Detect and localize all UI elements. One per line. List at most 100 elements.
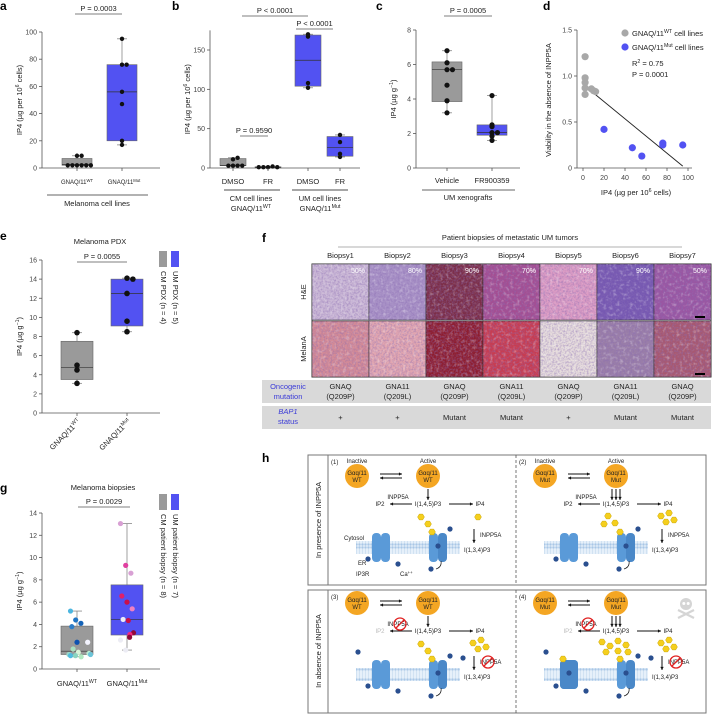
inpp5a-arrow-head xyxy=(578,629,582,633)
y-tick-label: 6 xyxy=(33,600,37,607)
gq-label: Gαq/11 xyxy=(606,471,626,477)
ip-molecule xyxy=(616,528,624,536)
y-axis-label: IP4 (µg g−1) xyxy=(15,571,24,611)
y-tick-label: 2 xyxy=(33,391,37,398)
ip3-label: I(1,4,5)P3 xyxy=(603,629,630,635)
calcium-ion xyxy=(365,683,371,689)
y-axis-label: IP4 (µg per 106 cells) xyxy=(15,64,24,135)
melana-image-texture xyxy=(654,321,711,377)
x-axis-label-sup: 6 xyxy=(649,188,652,194)
x-label-text: GNAQ/11 xyxy=(97,423,126,452)
ip-molecule xyxy=(665,636,673,644)
box-group xyxy=(61,153,94,168)
ip3r-channel xyxy=(372,533,381,562)
ip4-label: IP4 xyxy=(475,629,485,635)
y-axis-label-sup: −1 xyxy=(15,319,21,325)
table-row-mutation xyxy=(262,380,711,403)
he-image-texture xyxy=(597,264,654,320)
bap1-status: Mutant xyxy=(671,413,695,422)
biopsy-label: Biopsy1 xyxy=(327,251,354,260)
group-label: UM xenografts xyxy=(444,193,493,202)
ip3r-channel xyxy=(569,533,578,562)
panel-f-histology: Patient biopsies of metastatic UM tumors… xyxy=(262,233,712,429)
y-tick-label: 8 xyxy=(33,334,37,341)
legend-label-tail: cell lines xyxy=(673,43,704,52)
data-point xyxy=(79,163,84,168)
enzyme-label: INPP5A xyxy=(387,622,408,628)
p-value: P = 0.0003 xyxy=(80,4,116,13)
enzyme-label: INPP5A xyxy=(575,622,596,628)
bap1-status: Mutant xyxy=(443,413,467,422)
group-label: CM cell lines xyxy=(230,194,273,203)
y-tick-label: 2 xyxy=(33,644,37,651)
skull-icon xyxy=(677,598,695,619)
gq-state: Mut xyxy=(540,605,550,611)
ip3r-channel xyxy=(438,533,447,562)
gq-protein xyxy=(416,464,440,488)
panel-letter-f: f xyxy=(262,231,267,245)
ip3r-channel xyxy=(560,533,569,562)
release-arrow xyxy=(435,560,442,570)
kinase-arrow-head xyxy=(657,502,661,506)
y-axis-label-text: IP4 (µg per 10 xyxy=(15,87,24,135)
biopsy-label: Biopsy7 xyxy=(669,251,696,260)
row-label: In presence of INPP5A xyxy=(314,482,323,558)
legend-label: GNAQ/11WT cell lines xyxy=(632,29,703,38)
biopsy-label: Biopsy6 xyxy=(612,251,639,260)
data-point xyxy=(494,130,501,136)
gq-state: Mut xyxy=(540,478,550,484)
calcium-ion xyxy=(543,649,549,655)
y-axis-label: IP4 (µg per 106 cells) xyxy=(183,64,192,135)
p-value: P = 0.9590 xyxy=(236,126,272,135)
i134p3-label: I(1,3,4)P3 xyxy=(652,675,679,681)
y-axis-label-sup: −1 xyxy=(15,574,21,580)
data-point xyxy=(444,110,450,116)
ip-molecule xyxy=(624,648,632,656)
data-point xyxy=(337,139,343,145)
p-value: P = 0.0001 xyxy=(632,70,668,79)
activation-arrow-head xyxy=(618,623,622,627)
data-point xyxy=(129,606,135,612)
chart-a: 0 20 40 60 80 100 IP4 (µg per 106 cells) P = 0.… xyxy=(15,4,160,208)
mutation-gene: GNA11 xyxy=(499,382,523,391)
data-point xyxy=(489,133,495,139)
inhibited-icon-slash xyxy=(483,657,493,667)
panel-number: (1) xyxy=(331,460,338,466)
ip3-label: I(1,4,5)P3 xyxy=(415,629,442,635)
calcium-ion xyxy=(428,566,434,572)
data-point xyxy=(444,48,450,54)
bap1-status: Mutant xyxy=(614,413,638,422)
ip-molecule xyxy=(670,516,678,524)
y-axis-label-text: IP4 (µg g xyxy=(15,580,24,611)
bap1-status: + xyxy=(566,413,571,422)
inpp5a-arrow-head xyxy=(472,539,476,543)
legend-swatch xyxy=(171,494,179,510)
box xyxy=(294,34,322,87)
data-point xyxy=(128,570,134,576)
data-point xyxy=(87,651,94,658)
data-point xyxy=(230,163,236,168)
data-point xyxy=(72,653,79,659)
panel-h-schematic: In presence of INPP5A In absence of INPP5… xyxy=(307,454,707,714)
gq-label: Gαq/11 xyxy=(347,598,367,604)
ip-molecule xyxy=(614,637,622,645)
legend-label-text: GNAQ/11 xyxy=(632,29,664,38)
kinase-arrow-head xyxy=(469,629,473,633)
data-point xyxy=(73,617,79,623)
y-tick-label: 1.5 xyxy=(562,28,572,35)
ip3r-channel xyxy=(429,660,438,689)
ip2-label: IP2 xyxy=(563,502,573,508)
panel-number: (2) xyxy=(519,460,526,466)
data-point xyxy=(489,137,495,143)
scale-bar xyxy=(695,316,705,318)
calcium-ion xyxy=(648,655,654,661)
he-image-texture xyxy=(312,264,369,320)
inpp5a-arrow-head xyxy=(660,539,664,543)
group-label-sup: WT xyxy=(263,204,272,210)
data-point xyxy=(337,154,343,160)
row-label: MelanA xyxy=(299,336,308,361)
data-point xyxy=(305,32,311,37)
panel-frame xyxy=(307,589,707,714)
data-point xyxy=(489,124,495,130)
equilibrium-arrow-head xyxy=(568,603,572,607)
